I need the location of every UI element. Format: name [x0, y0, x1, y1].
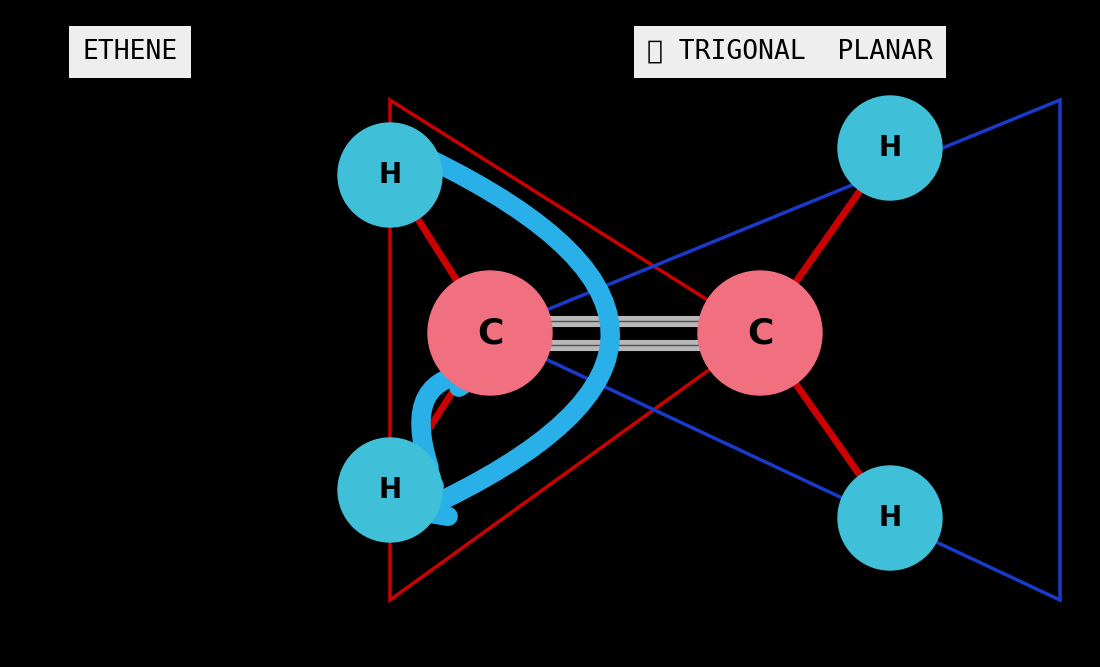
- Text: C: C: [747, 316, 773, 350]
- Circle shape: [838, 466, 942, 570]
- FancyArrowPatch shape: [403, 146, 610, 516]
- Text: H: H: [879, 504, 902, 532]
- Circle shape: [428, 271, 552, 395]
- Text: ℘ TRIGONAL  PLANAR: ℘ TRIGONAL PLANAR: [647, 39, 933, 65]
- Text: H: H: [378, 161, 402, 189]
- FancyArrowPatch shape: [421, 360, 480, 468]
- Circle shape: [838, 96, 942, 200]
- Circle shape: [338, 123, 442, 227]
- Text: C: C: [476, 316, 503, 350]
- Circle shape: [698, 271, 822, 395]
- Circle shape: [338, 438, 442, 542]
- Text: H: H: [879, 134, 902, 162]
- Text: H: H: [378, 476, 402, 504]
- Text: ETHENE: ETHENE: [82, 39, 177, 65]
